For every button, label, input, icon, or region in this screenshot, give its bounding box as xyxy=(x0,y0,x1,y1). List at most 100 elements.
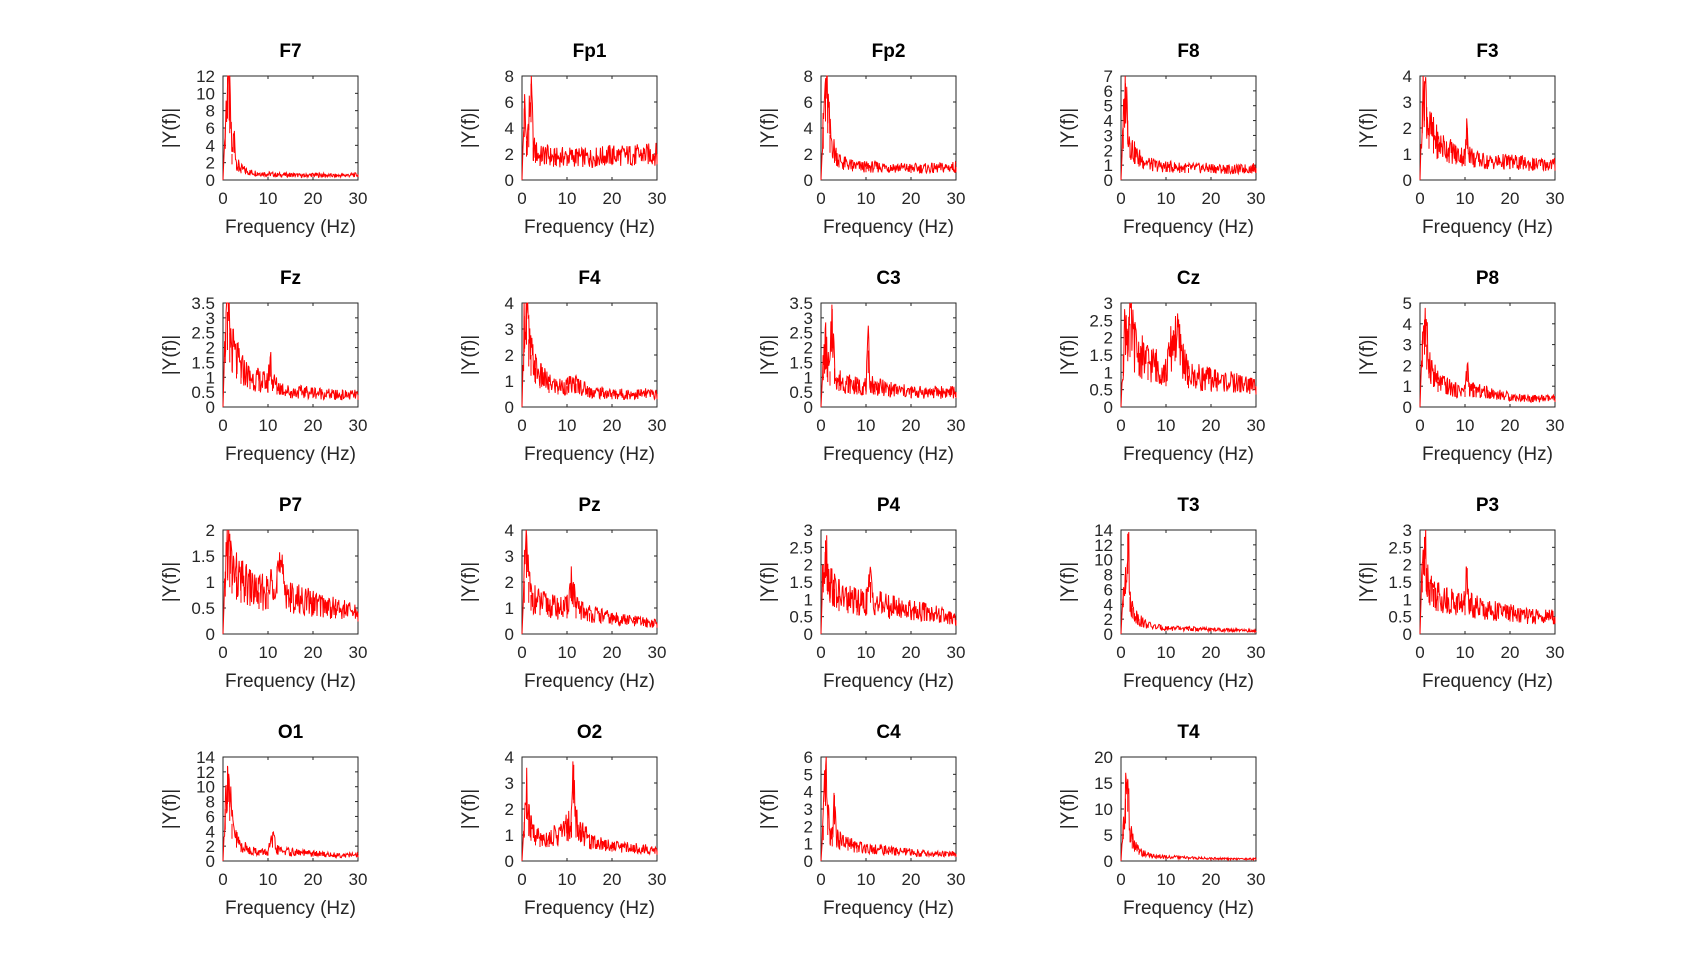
x-tick-label: 0 xyxy=(1116,870,1125,889)
y-tick-label: 2 xyxy=(1403,356,1412,375)
x-tick-label: 20 xyxy=(1202,643,1221,662)
y-tick-label: 5 xyxy=(1403,294,1412,313)
y-axis-label: |Y(f)| xyxy=(160,335,181,375)
subplot-cz: Cz 0 10 20 30 00.511.522.53 Frequency (Hz) |Y(f… xyxy=(1058,268,1265,465)
x-tick-label: 20 xyxy=(304,189,323,208)
x-tick-label: 10 xyxy=(857,189,876,208)
subplot-title: O1 xyxy=(278,722,304,743)
subplot-title: O2 xyxy=(577,722,602,743)
x-tick-label: 20 xyxy=(1202,416,1221,435)
y-tick-label: 1.5 xyxy=(789,353,813,372)
y-tick-label: 4 xyxy=(804,783,813,802)
x-tick-label: 20 xyxy=(1501,189,1520,208)
subplot-c3: C3 0 10 20 30 00.511.522.533.5 Frequency (Hz) |… xyxy=(758,268,965,465)
y-tick-label: 0 xyxy=(1403,171,1412,190)
y-tick-label: 5 xyxy=(804,765,813,784)
y-tick-label: 2 xyxy=(206,339,215,358)
y-tick-label: 0 xyxy=(1104,852,1113,871)
y-tick-label: 0 xyxy=(505,625,514,644)
x-tick-label: 10 xyxy=(1456,643,1475,662)
y-tick-label: 12 xyxy=(1094,536,1113,555)
subplot-fp1: Fp1 0 10 20 30 0 2 4 6 8 Frequency (Hz) |Y(f)| xyxy=(459,41,666,238)
x-axis-label: Frequency (Hz) xyxy=(524,671,655,692)
y-tick-label: 1 xyxy=(1104,156,1113,175)
y-tick-label: 3 xyxy=(505,320,514,339)
y-tick-label: 7 xyxy=(1104,67,1113,86)
y-tick-label: 0.5 xyxy=(789,383,813,402)
x-axis-label: Frequency (Hz) xyxy=(823,671,954,692)
y-tick-label: 10 xyxy=(1094,551,1113,570)
axes-box xyxy=(222,756,359,862)
y-axis-label: |Y(f)| xyxy=(160,562,181,602)
x-axis-label: Frequency (Hz) xyxy=(1123,671,1254,692)
x-tick-label: 0 xyxy=(1415,416,1424,435)
y-tick-label: 1 xyxy=(206,368,215,387)
x-tick-label: 10 xyxy=(1157,416,1176,435)
y-tick-label: 2.5 xyxy=(191,324,215,343)
x-tick-label: 20 xyxy=(902,189,921,208)
axes-box xyxy=(222,75,359,181)
x-axis-label: Frequency (Hz) xyxy=(225,898,356,919)
x-tick-label: 30 xyxy=(947,643,966,662)
subplot-title: Fp1 xyxy=(573,41,607,62)
subplot-f4: F4 0 10 20 30 0 1 2 3 4 Frequency (Hz) |Y(f)| xyxy=(459,268,666,465)
y-tick-label: 8 xyxy=(1104,566,1113,585)
x-tick-label: 30 xyxy=(349,189,368,208)
subplot-t4: T4 0 10 20 30 0 5 10 15 20 Frequency (Hz) |Y(f)| xyxy=(1058,722,1265,919)
subplot-title: F3 xyxy=(1476,41,1498,62)
x-tick-label: 0 xyxy=(218,643,227,662)
subplot-p4: P4 0 10 20 30 00.511.522.53 Frequency (Hz) |Y(f… xyxy=(758,495,965,692)
y-tick-label: 3 xyxy=(1403,93,1412,112)
y-tick-label: 6 xyxy=(804,748,813,767)
y-tick-label: 3 xyxy=(206,309,215,328)
x-tick-label: 30 xyxy=(1247,416,1266,435)
x-tick-label: 0 xyxy=(218,870,227,889)
y-tick-label: 2 xyxy=(505,145,514,164)
y-tick-label: 4 xyxy=(206,822,215,841)
y-tick-label: 4 xyxy=(505,119,514,138)
y-tick-label: 0 xyxy=(804,852,813,871)
y-tick-label: 3.5 xyxy=(789,294,813,313)
y-tick-label: 0 xyxy=(1104,398,1113,417)
y-tick-label: 2 xyxy=(1104,610,1113,629)
subplot-title: Pz xyxy=(578,495,600,516)
y-tick-label: 1 xyxy=(1104,363,1113,382)
y-tick-label: 1 xyxy=(804,835,813,854)
y-axis-label: |Y(f)| xyxy=(1058,789,1079,829)
y-tick-label: 1 xyxy=(505,599,514,618)
y-tick-label: 0 xyxy=(206,171,215,190)
y-tick-label: 0 xyxy=(1104,171,1113,190)
y-tick-label: 15 xyxy=(1094,774,1113,793)
subplot-title: Cz xyxy=(1177,268,1200,289)
x-tick-label: 10 xyxy=(558,643,577,662)
y-tick-label: 6 xyxy=(206,807,215,826)
x-tick-label: 30 xyxy=(349,643,368,662)
x-tick-label: 30 xyxy=(947,870,966,889)
y-tick-label: 0.5 xyxy=(1089,381,1113,400)
y-tick-label: 0.5 xyxy=(1388,608,1412,627)
x-tick-label: 30 xyxy=(947,189,966,208)
y-axis-label: |Y(f)| xyxy=(459,335,480,375)
y-tick-label: 3 xyxy=(804,521,813,540)
y-tick-label: 2 xyxy=(804,817,813,836)
y-tick-label: 2 xyxy=(1104,141,1113,160)
x-axis-label: Frequency (Hz) xyxy=(1123,898,1254,919)
y-tick-label: 1 xyxy=(1403,377,1412,396)
y-axis-label: |Y(f)| xyxy=(459,108,480,148)
y-axis-label: |Y(f)| xyxy=(459,789,480,829)
x-tick-label: 10 xyxy=(857,416,876,435)
y-tick-label: 2 xyxy=(505,346,514,365)
subplot-title: P8 xyxy=(1476,268,1499,289)
y-tick-label: 8 xyxy=(206,793,215,812)
x-tick-label: 20 xyxy=(1202,870,1221,889)
y-tick-label: 5 xyxy=(1104,97,1113,116)
x-axis-label: Frequency (Hz) xyxy=(524,217,655,238)
x-tick-label: 10 xyxy=(259,189,278,208)
x-tick-label: 0 xyxy=(218,189,227,208)
x-tick-label: 10 xyxy=(259,643,278,662)
x-tick-label: 20 xyxy=(1501,416,1520,435)
y-tick-label: 0 xyxy=(505,852,514,871)
